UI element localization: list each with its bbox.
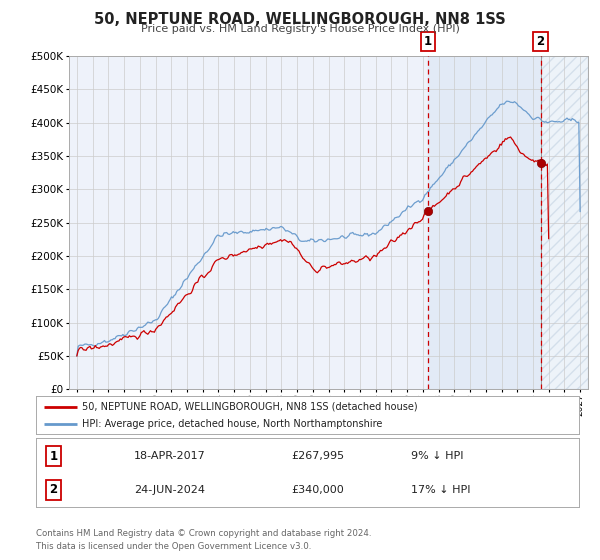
Text: 24-JUN-2024: 24-JUN-2024 [134,485,205,494]
Bar [428,56,541,389]
Text: HPI: Average price, detached house, North Northamptonshire: HPI: Average price, detached house, Nort… [82,419,383,429]
Text: 1: 1 [424,35,431,48]
Text: 50, NEPTUNE ROAD, WELLINGBOROUGH, NN8 1SS: 50, NEPTUNE ROAD, WELLINGBOROUGH, NN8 1S… [94,12,506,27]
Text: Price paid vs. HM Land Registry's House Price Index (HPI): Price paid vs. HM Land Registry's House … [140,24,460,34]
Text: 2: 2 [49,483,58,496]
Text: 9% ↓ HPI: 9% ↓ HPI [410,451,463,461]
Text: Contains HM Land Registry data © Crown copyright and database right 2024.: Contains HM Land Registry data © Crown c… [36,529,371,538]
Text: 50, NEPTUNE ROAD, WELLINGBOROUGH, NN8 1SS (detached house): 50, NEPTUNE ROAD, WELLINGBOROUGH, NN8 1S… [82,402,418,412]
Text: 2: 2 [536,35,545,48]
Text: This data is licensed under the Open Government Licence v3.0.: This data is licensed under the Open Gov… [36,542,311,550]
Text: £267,995: £267,995 [291,451,344,461]
Bar [541,56,588,389]
Text: 18-APR-2017: 18-APR-2017 [134,451,205,461]
Bar [541,56,588,389]
Text: £340,000: £340,000 [291,485,344,494]
Text: 17% ↓ HPI: 17% ↓ HPI [410,485,470,494]
Text: 1: 1 [49,450,58,463]
